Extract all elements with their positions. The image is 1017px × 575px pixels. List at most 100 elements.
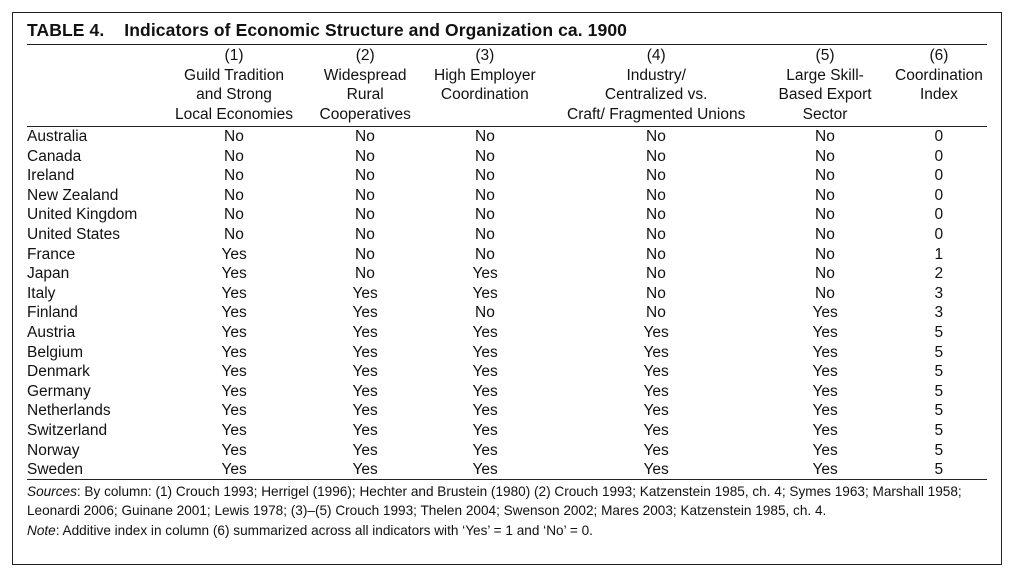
table-bottom-rule — [27, 479, 987, 480]
sources-label: Sources — [27, 484, 77, 499]
value-cell-col-1: Yes — [221, 304, 247, 322]
value-cell-col-6: 5 — [934, 363, 944, 381]
table-row: Ireland No No No No No 0 — [13, 166, 1001, 186]
value-cell-col-5: No — [815, 284, 835, 302]
country-cell: Belgium — [27, 343, 83, 361]
value-cell-col-1: Yes — [221, 265, 247, 283]
value-cell-col-4: Yes — [643, 402, 669, 420]
column-header-line: Guild Tradition — [184, 66, 284, 84]
value-cell-col-3: No — [475, 186, 495, 204]
value-cell-col-5: Yes — [812, 323, 838, 341]
column-header-5: (5) Large Skill- Based Export Sector — [779, 46, 872, 124]
value-cell-col-5: No — [815, 186, 835, 204]
value-cell-col-6: 0 — [934, 186, 944, 204]
column-header-line: Cooperatives — [319, 105, 411, 123]
column-header-line: and Strong — [196, 86, 272, 103]
country-cell: United States — [27, 225, 121, 243]
country-cell: Australia — [27, 128, 88, 145]
value-cell-col-4: Yes — [643, 441, 669, 459]
table-row: United Kingdom No No No No No 0 — [13, 205, 1001, 225]
value-cell-col-5: No — [815, 167, 835, 185]
value-cell-col-3: Yes — [472, 265, 498, 283]
table-row: France Yes No No No No 1 — [13, 245, 1001, 265]
country-cell: Ireland — [27, 167, 75, 185]
value-cell-col-6: 3 — [934, 284, 944, 302]
country-cell: Switzerland — [27, 421, 108, 439]
value-cell-col-2: Yes — [352, 363, 378, 381]
country-cell: New Zealand — [27, 186, 119, 204]
column-header-2: (2) Widespread Rural Cooperatives — [320, 46, 411, 124]
value-cell-col-4: Yes — [643, 363, 669, 381]
value-cell-col-2: No — [355, 206, 375, 224]
value-cell-col-1: Yes — [221, 402, 247, 420]
country-cell: Netherlands — [27, 402, 111, 420]
value-cell-col-4: No — [646, 167, 666, 185]
value-cell-col-6: 0 — [934, 147, 944, 165]
value-cell-col-2: No — [355, 186, 375, 204]
country-cell: Sweden — [27, 461, 84, 479]
value-cell-col-1: No — [224, 128, 244, 145]
value-cell-col-4: No — [646, 284, 666, 302]
value-cell-col-2: No — [355, 128, 375, 145]
column-header-line: High Employer — [434, 66, 536, 84]
table-label: TABLE 4. — [27, 20, 105, 40]
column-header-line: Large Skill- — [786, 66, 864, 84]
value-cell-col-3: Yes — [472, 363, 498, 381]
value-cell-col-4: Yes — [643, 382, 669, 400]
table-frame: TABLE 4. Indicators of Economic Structure… — [12, 12, 1002, 565]
value-cell-col-1: Yes — [221, 441, 247, 459]
column-header-3: (3) High Employer Coordination — [434, 46, 536, 105]
value-cell-col-3: No — [475, 147, 495, 165]
value-cell-col-5: No — [815, 147, 835, 165]
value-cell-col-1: Yes — [221, 382, 247, 400]
value-cell-col-2: Yes — [352, 441, 378, 459]
column-header-line: Sector — [802, 105, 848, 123]
column-header-line: (1) — [224, 47, 244, 64]
value-cell-col-4: No — [646, 225, 666, 243]
value-cell-col-6: 5 — [934, 323, 944, 341]
column-header-line: Local Economies — [175, 105, 294, 123]
value-cell-col-2: Yes — [352, 323, 378, 341]
column-header-line: Index — [919, 86, 958, 103]
column-header-6: (6) Coordination Index — [895, 46, 983, 105]
value-cell-col-4: No — [646, 206, 666, 224]
value-cell-col-3: Yes — [472, 461, 498, 479]
table-row: Italy Yes Yes Yes No No 3 — [13, 284, 1001, 304]
value-cell-col-1: No — [224, 206, 244, 224]
country-cell: Italy — [27, 284, 56, 302]
note-text: : Additive index in column (6) summarize… — [55, 522, 593, 538]
value-cell-col-4: No — [646, 128, 666, 145]
column-header-line: Craft/ Fragmented Unions — [567, 105, 746, 123]
table-row: Canada No No No No No 0 — [13, 147, 1001, 167]
value-cell-col-6: 5 — [934, 402, 944, 420]
country-cell: Norway — [27, 441, 80, 459]
value-cell-col-3: No — [475, 206, 495, 224]
value-cell-col-6: 5 — [934, 382, 944, 400]
value-cell-col-2: No — [355, 167, 375, 185]
column-header-line: (6) — [929, 47, 949, 64]
value-cell-col-1: Yes — [221, 245, 247, 263]
table-body: Australia No No No No No 0 Canada No No No No No 0 Ire… — [13, 127, 1001, 480]
column-header-line: (3) — [475, 47, 495, 64]
value-cell-col-5: No — [815, 245, 835, 263]
column-header-line: Coordination — [895, 66, 983, 84]
table-title-text: Indicators of Economic Structure and Org… — [124, 20, 628, 40]
value-cell-col-5: Yes — [812, 363, 838, 381]
table-row: Australia No No No No No 0 — [13, 127, 1001, 147]
value-cell-col-5: No — [815, 265, 835, 283]
additive-note: Note: Additive index in column (6) summa… — [27, 521, 991, 540]
value-cell-col-6: 2 — [934, 265, 944, 283]
value-cell-col-1: Yes — [221, 421, 247, 439]
value-cell-col-4: No — [646, 147, 666, 165]
value-cell-col-2: Yes — [352, 402, 378, 420]
value-cell-col-5: Yes — [812, 441, 838, 459]
value-cell-col-5: Yes — [812, 421, 838, 439]
value-cell-col-2: No — [355, 147, 375, 165]
column-header-line: Industry/ — [626, 66, 686, 84]
value-cell-col-6: 3 — [934, 304, 944, 322]
table-title: TABLE 4. Indicators of Economic Structure… — [27, 20, 627, 41]
column-header-line: Based Export — [778, 86, 872, 103]
value-cell-col-6: 0 — [934, 128, 944, 145]
table-row: Austria Yes Yes Yes Yes Yes 5 — [13, 323, 1001, 343]
value-cell-col-3: Yes — [472, 421, 498, 439]
